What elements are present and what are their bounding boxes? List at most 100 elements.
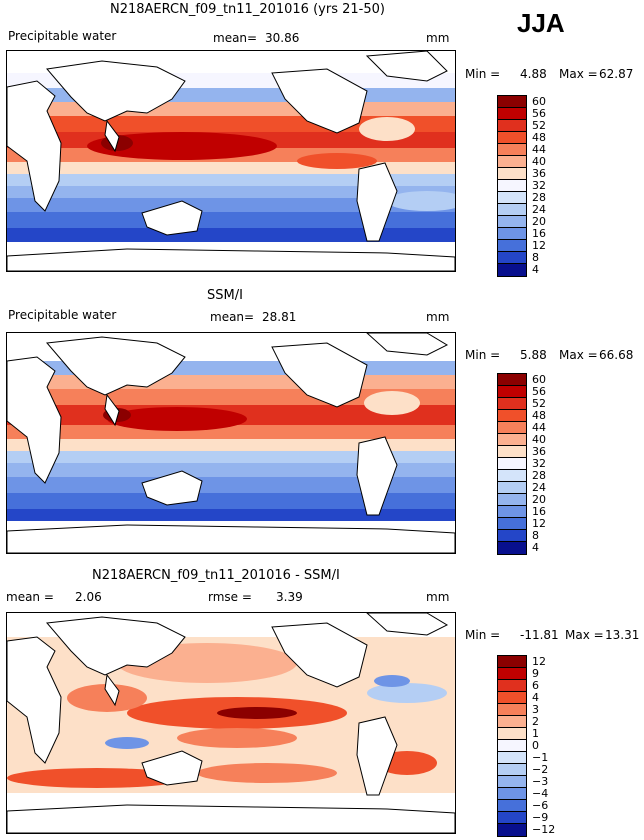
panel-1-variable: Precipitable water (8, 29, 117, 43)
colorbar-level-label: 20 (532, 215, 546, 228)
colorbar-swatch (498, 458, 526, 470)
colorbar-swatch (498, 752, 526, 764)
colorbar-swatch (498, 692, 526, 704)
colorbar-swatch (498, 168, 526, 180)
panel-3-mean-label: mean = (6, 590, 54, 604)
panel-2-title: SSM/I (207, 288, 243, 303)
colorbar-level-label: −1 (532, 751, 549, 764)
panel-1-title: N218AERCN_f09_tn11_201016 (yrs 21-50) (110, 2, 385, 17)
colorbar-swatch (498, 120, 526, 132)
colorbar-level-label: 44 (532, 421, 546, 434)
colorbar-level-label: 0 (532, 739, 539, 752)
panel-3-min-label: Min = (465, 628, 501, 642)
panel-2-variable: Precipitable water (8, 308, 117, 322)
colorbar-swatch (498, 156, 526, 168)
panel-1-colorbar (497, 95, 527, 277)
colorbar-level-label: 32 (532, 457, 546, 470)
panel-2-map (6, 332, 456, 554)
colorbar-level-label: 56 (532, 385, 546, 398)
colorbar-level-label: 36 (532, 167, 546, 180)
colorbar-level-label: 12 (532, 239, 546, 252)
colorbar-level-label: 60 (532, 373, 546, 386)
colorbar-level-label: 52 (532, 397, 546, 410)
colorbar-swatch (498, 542, 526, 554)
colorbar-swatch (498, 434, 526, 446)
colorbar-swatch (498, 144, 526, 156)
colorbar-swatch (498, 398, 526, 410)
colorbar-level-label: −2 (532, 763, 549, 776)
colorbar-level-label: 3 (532, 703, 539, 716)
panel-3-mean-value: 2.06 (75, 590, 102, 604)
colorbar-level-label: 9 (532, 667, 539, 680)
colorbar-swatch (498, 788, 526, 800)
panel-3-rmse-value: 3.39 (276, 590, 303, 604)
colorbar-swatch (498, 668, 526, 680)
panel-3-units: mm (426, 590, 450, 604)
colorbar-swatch (498, 410, 526, 422)
colorbar-swatch (498, 482, 526, 494)
colorbar-swatch (498, 470, 526, 482)
colorbar-swatch (498, 132, 526, 144)
colorbar-swatch (498, 374, 526, 386)
panel-1-max-value: 62.87 (599, 67, 634, 81)
colorbar-swatch (498, 240, 526, 252)
panel-2-mean-value: 28.81 (262, 310, 297, 324)
panel-1-mean-value: 30.86 (265, 31, 300, 45)
colorbar-level-label: 28 (532, 469, 546, 482)
colorbar-level-label: 16 (532, 505, 546, 518)
colorbar-level-label: 12 (532, 655, 546, 668)
colorbar-swatch (498, 422, 526, 434)
colorbar-swatch (498, 386, 526, 398)
colorbar-level-label: −3 (532, 775, 549, 788)
panel-2-max-value: 66.68 (599, 348, 634, 362)
colorbar-swatch (498, 728, 526, 740)
colorbar-level-label: 12 (532, 517, 546, 530)
colorbar-level-label: 44 (532, 143, 546, 156)
panel-2-units: mm (426, 310, 450, 324)
colorbar-swatch (498, 180, 526, 192)
colorbar-level-label: 48 (532, 409, 546, 422)
colorbar-level-label: 6 (532, 679, 539, 692)
colorbar-swatch (498, 96, 526, 108)
colorbar-level-label: 60 (532, 95, 546, 108)
colorbar-level-label: 24 (532, 481, 546, 494)
colorbar-level-label: 20 (532, 493, 546, 506)
colorbar-level-label: 16 (532, 227, 546, 240)
colorbar-level-label: 4 (532, 541, 539, 554)
colorbar-level-label: 32 (532, 179, 546, 192)
season-label: JJA (517, 8, 565, 38)
colorbar-swatch (498, 704, 526, 716)
colorbar-swatch (498, 108, 526, 120)
colorbar-level-label: −6 (532, 799, 549, 812)
colorbar-level-label: 40 (532, 433, 546, 446)
colorbar-level-label: 36 (532, 445, 546, 458)
panel-3-title: N218AERCN_f09_tn11_201016 - SSM/I (92, 568, 340, 583)
colorbar-swatch (498, 740, 526, 752)
colorbar-level-label: 48 (532, 131, 546, 144)
colorbar-swatch (498, 680, 526, 692)
colorbar-swatch (498, 716, 526, 728)
colorbar-level-label: 40 (532, 155, 546, 168)
colorbar-level-label: 1 (532, 727, 539, 740)
panel-2-mean-label: mean= (210, 310, 255, 324)
colorbar-swatch (498, 494, 526, 506)
colorbar-swatch (498, 446, 526, 458)
panel-2-max-label: Max = (559, 348, 598, 362)
colorbar-level-label: −9 (532, 811, 549, 824)
colorbar-swatch (498, 506, 526, 518)
colorbar-level-label: 56 (532, 107, 546, 120)
panel-2-min-label: Min = (465, 348, 501, 362)
colorbar-swatch (498, 800, 526, 812)
panel-2-colorbar (497, 373, 527, 555)
panel-1-units: mm (426, 31, 450, 45)
panel-3-map (6, 612, 456, 834)
colorbar-level-label: 4 (532, 691, 539, 704)
colorbar-level-label: 28 (532, 191, 546, 204)
colorbar-swatch (498, 812, 526, 824)
colorbar-level-label: 4 (532, 263, 539, 276)
panel-1-mean-label: mean= (213, 31, 258, 45)
panel-3-rmse-label: rmse = (208, 590, 252, 604)
panel-3-min-value: -11.81 (520, 628, 559, 642)
colorbar-swatch (498, 216, 526, 228)
panel-1-min-label: Min = (465, 67, 501, 81)
